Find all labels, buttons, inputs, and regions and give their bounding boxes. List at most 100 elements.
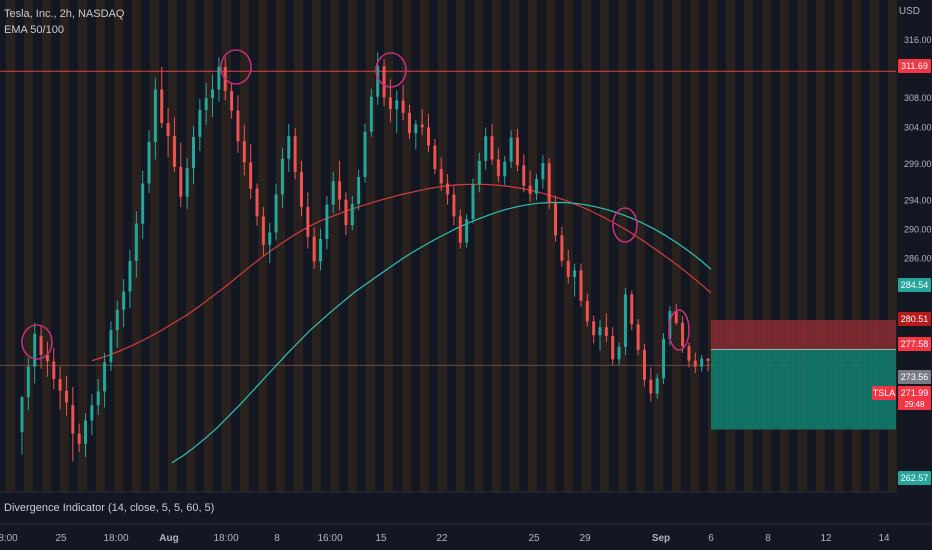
candle — [312, 227, 316, 269]
candle-body — [280, 158, 284, 195]
candle — [471, 178, 475, 224]
candle — [662, 333, 666, 385]
candle — [325, 195, 329, 250]
candle — [636, 319, 640, 355]
candle-body — [39, 335, 43, 355]
session-stripe — [42, 0, 51, 492]
candle-body — [363, 131, 367, 177]
session-stripe — [852, 0, 861, 492]
candle-body — [496, 159, 500, 177]
candle-body — [141, 183, 145, 224]
symbol-title[interactable]: Tesla, Inc., 2h, NASDAQ — [4, 8, 125, 20]
candle-body — [598, 327, 602, 336]
candle-body — [414, 124, 418, 134]
session-stripe — [78, 0, 87, 492]
candle — [407, 104, 411, 140]
candle — [452, 186, 456, 226]
y-tick-label: 308.00 — [904, 93, 932, 103]
candle-body — [439, 168, 443, 184]
candle — [204, 82, 208, 125]
candle-body — [77, 433, 81, 444]
candle — [598, 319, 602, 351]
candle-body — [706, 358, 710, 361]
candle-body — [115, 309, 119, 331]
candle-body — [230, 90, 234, 111]
ema-slow-line — [171, 201, 712, 464]
candle — [71, 386, 75, 462]
session-stripe — [60, 0, 69, 492]
candle — [642, 343, 646, 387]
ticker-tag: TSLA — [872, 386, 896, 400]
candle-body — [217, 66, 221, 90]
candle-body — [700, 358, 704, 367]
session-stripe — [186, 0, 195, 492]
candle — [185, 158, 189, 210]
candle-body — [299, 171, 303, 207]
candle-body — [541, 163, 545, 180]
candle-body — [64, 390, 68, 403]
time-axis[interactable]: 8:00 25 18:00 Aug 18:00 8 16:00 15 22 25 29 Sep 6 8 12… — [0, 523, 932, 544]
price-axis[interactable]: 266.00270.00274.00278.00282.00286.00290.… — [904, 35, 932, 410]
ema-legend[interactable]: EMA 50/100 — [4, 24, 64, 36]
candle-body — [535, 179, 538, 194]
candle-body — [522, 165, 526, 186]
session-stripe — [618, 0, 627, 492]
candle-body — [71, 405, 75, 434]
candle — [604, 313, 608, 342]
candle — [490, 123, 494, 165]
candle-body — [465, 219, 469, 243]
annotation-circle — [220, 49, 252, 85]
candle-body — [433, 145, 437, 169]
candle-body — [503, 161, 507, 177]
x-tick-label: 16:00 — [317, 533, 342, 544]
x-tick-label: 8 — [274, 533, 280, 544]
session-stripe — [114, 0, 123, 492]
x-tick-label: 22 — [436, 533, 448, 544]
x-tick-label: 8 — [765, 533, 771, 544]
y-tick-label: 286.00 — [904, 254, 932, 264]
candle-body — [319, 238, 323, 262]
x-tick-label: 12 — [820, 533, 832, 544]
candle — [236, 95, 240, 153]
session-stripe — [150, 0, 159, 492]
x-tick-label: 25 — [55, 533, 67, 544]
candle — [541, 155, 545, 189]
candle-body — [261, 216, 265, 245]
candle-body — [128, 260, 132, 292]
candle-body — [103, 362, 107, 392]
candle — [465, 214, 469, 248]
annotation-circles[interactable] — [21, 49, 690, 360]
short-position-tool[interactable] — [711, 320, 896, 430]
session-stripe — [780, 0, 789, 492]
candle-body — [458, 216, 462, 243]
candle — [592, 315, 596, 344]
candle — [700, 354, 704, 372]
candle — [211, 74, 215, 118]
candle — [84, 413, 88, 457]
target-zone — [711, 349, 896, 430]
candle-body — [236, 110, 240, 142]
session-stripe — [672, 0, 681, 492]
candle — [147, 130, 151, 194]
candle-body — [407, 112, 411, 134]
indicator-pane-label[interactable]: Divergence Indicator (14, close, 5, 5, 6… — [4, 502, 215, 514]
candle — [446, 174, 450, 205]
candle — [649, 367, 653, 402]
candle — [687, 342, 691, 368]
ema-lines — [91, 183, 712, 464]
candle-body — [369, 96, 373, 132]
session-stripe — [726, 0, 735, 492]
candle — [554, 195, 558, 242]
candle-body — [325, 204, 329, 239]
candle — [255, 183, 259, 226]
session-stripe — [402, 0, 411, 492]
session-stripe — [582, 0, 591, 492]
session-stripe — [6, 0, 15, 492]
session-stripe — [366, 0, 375, 492]
candle-body — [642, 349, 646, 380]
candle — [439, 157, 443, 191]
session-stripe — [258, 0, 267, 492]
session-stripes — [0, 0, 897, 493]
candle — [477, 152, 481, 193]
